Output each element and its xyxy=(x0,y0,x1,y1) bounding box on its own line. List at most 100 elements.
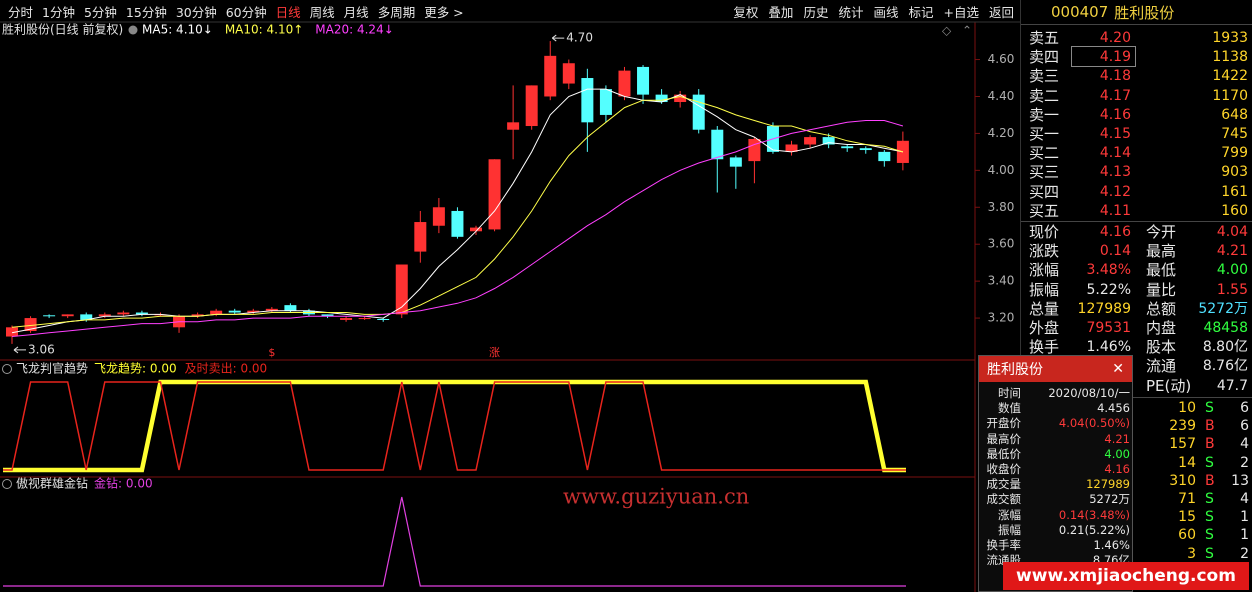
candle-body xyxy=(544,55,557,97)
book-volume: 1933 xyxy=(1212,30,1248,46)
tool-button[interactable]: 画线 xyxy=(873,4,899,20)
tick-volume: 71 xyxy=(1178,491,1196,507)
candle-body xyxy=(470,227,482,232)
candle-body xyxy=(191,314,204,317)
popup-header: 胜利股份 ✕ xyxy=(979,356,1132,382)
candle-body xyxy=(878,151,891,162)
book-volume: 799 xyxy=(1221,145,1248,162)
candle-body xyxy=(692,94,705,130)
candle-body xyxy=(61,314,74,317)
tool-button[interactable]: 标记 xyxy=(908,4,934,20)
tick-side: B xyxy=(1205,436,1215,453)
tick-count: 1 xyxy=(1240,509,1249,526)
period-tab[interactable]: 15分钟 xyxy=(125,4,167,20)
popup-label: 开盘价 xyxy=(986,416,1022,431)
tool-button[interactable]: 叠加 xyxy=(768,4,794,20)
popup-value: 5272万 xyxy=(1089,492,1130,507)
period-tab[interactable]: 月线 xyxy=(343,4,369,20)
candle-body xyxy=(581,78,594,123)
period-tab[interactable]: 日线 xyxy=(275,4,301,20)
close-button[interactable]: ✕ xyxy=(1112,361,1124,377)
y-tick-label: 3.60 xyxy=(988,237,1015,251)
candle-body xyxy=(618,70,631,97)
legend-entry: 及时卖出: 0.00 xyxy=(185,362,268,376)
stat-value: 0.14 xyxy=(1099,243,1131,260)
annotation-label: 4.70 xyxy=(566,31,593,45)
tool-button[interactable]: +自选 xyxy=(943,4,979,20)
book-label: 买四 xyxy=(1029,182,1060,201)
period-tab[interactable]: 1分钟 xyxy=(42,4,75,20)
popup-value: 127989 xyxy=(1086,477,1130,492)
period-tab[interactable]: 60分钟 xyxy=(225,4,267,20)
ma-line xyxy=(11,88,903,334)
tick-volume: 10 xyxy=(1178,400,1196,416)
candle-body xyxy=(284,305,297,311)
popup-label: 换手率 xyxy=(986,538,1022,552)
period-tab[interactable]: 更多 > xyxy=(424,4,464,20)
book-price: 4.20 xyxy=(1099,30,1131,46)
candle-body xyxy=(321,314,334,317)
stat-label: 涨跌 xyxy=(1029,242,1060,261)
tool-button[interactable]: 历史 xyxy=(803,4,829,20)
stat-label: 外盘 xyxy=(1029,319,1060,337)
candle-body xyxy=(562,63,575,84)
period-tab[interactable]: 5分钟 xyxy=(83,4,117,20)
stat-label: 换手 xyxy=(1029,338,1060,357)
tool-button[interactable]: 统计 xyxy=(838,4,864,20)
candle-body xyxy=(822,137,835,145)
tick-volume: 15 xyxy=(1178,509,1196,526)
watermark: www.guziyuan.cn xyxy=(563,485,749,509)
candle-body xyxy=(414,222,427,252)
stat-label: 量比 xyxy=(1146,280,1177,299)
chart-area: ◇ ⌃ www.guziyuan.cn 胜利股份(日线 前复权) MA5: 4.1… xyxy=(0,21,1020,592)
tick-volume: 60 xyxy=(1178,527,1196,544)
book-price: 4.16 xyxy=(1099,106,1131,123)
divider xyxy=(1021,221,1252,222)
period-tab[interactable]: 30分钟 xyxy=(175,4,217,20)
candle-body xyxy=(117,312,130,315)
candle-body xyxy=(80,314,93,320)
y-tick-label: 3.40 xyxy=(988,274,1015,288)
icon[interactable]: ⌃ xyxy=(962,24,972,38)
icon[interactable]: ◇ xyxy=(942,24,952,38)
legend-entry: MA20: 4.24↓ xyxy=(315,23,393,37)
tool-button[interactable]: 复权 xyxy=(733,4,759,20)
tick-volume: 14 xyxy=(1178,454,1196,471)
book-label: 买五 xyxy=(1029,201,1060,220)
book-label: 卖二 xyxy=(1029,86,1060,105)
popup-label: 成交量 xyxy=(986,477,1022,492)
stat-value: 48458 xyxy=(1203,320,1248,336)
ma-line xyxy=(11,120,904,337)
book-volume: 745 xyxy=(1221,126,1248,142)
stat-value: 8.80亿 xyxy=(1202,339,1248,356)
tool-button[interactable]: 返回 xyxy=(988,4,1014,20)
candle-body xyxy=(135,312,148,315)
y-tick-label: 4.60 xyxy=(988,52,1015,66)
stock-code: 000407 xyxy=(1051,3,1109,21)
y-tick-label: 3.80 xyxy=(988,200,1015,214)
data-popup: 胜利股份 ✕ 时间 2020/08/10/一 数值 4.456 开盘价 4.04(0.50%… xyxy=(978,355,1133,592)
book-label: 买一 xyxy=(1029,125,1060,143)
book-label: 卖四 xyxy=(1029,48,1060,67)
candle-body xyxy=(655,94,668,103)
period-tab[interactable]: 周线 xyxy=(309,4,335,20)
ma-line xyxy=(11,95,904,328)
tick-count: 4 xyxy=(1240,491,1249,507)
stat-value: 1.46% xyxy=(1086,339,1131,356)
stat-value: 5.22% xyxy=(1086,281,1131,298)
candle-body xyxy=(265,308,278,311)
stat-label: 最高 xyxy=(1146,242,1177,261)
tick-count: 1 xyxy=(1240,527,1249,544)
tick-side: S xyxy=(1205,527,1214,544)
period-tab[interactable]: 多周期 xyxy=(377,4,416,20)
candle-body xyxy=(98,314,111,317)
tick-volume: 239 xyxy=(1169,418,1196,435)
y-tick-label: 4.40 xyxy=(988,89,1015,103)
tick-count: 6 xyxy=(1240,400,1249,416)
stat-label: 总量 xyxy=(1029,299,1060,318)
book-price: 4.14 xyxy=(1099,145,1131,162)
candle-body xyxy=(43,315,56,317)
period-tab[interactable]: 分时 xyxy=(8,4,34,20)
tick-side: S xyxy=(1205,454,1214,471)
tick-volume: 310 xyxy=(1169,472,1196,489)
